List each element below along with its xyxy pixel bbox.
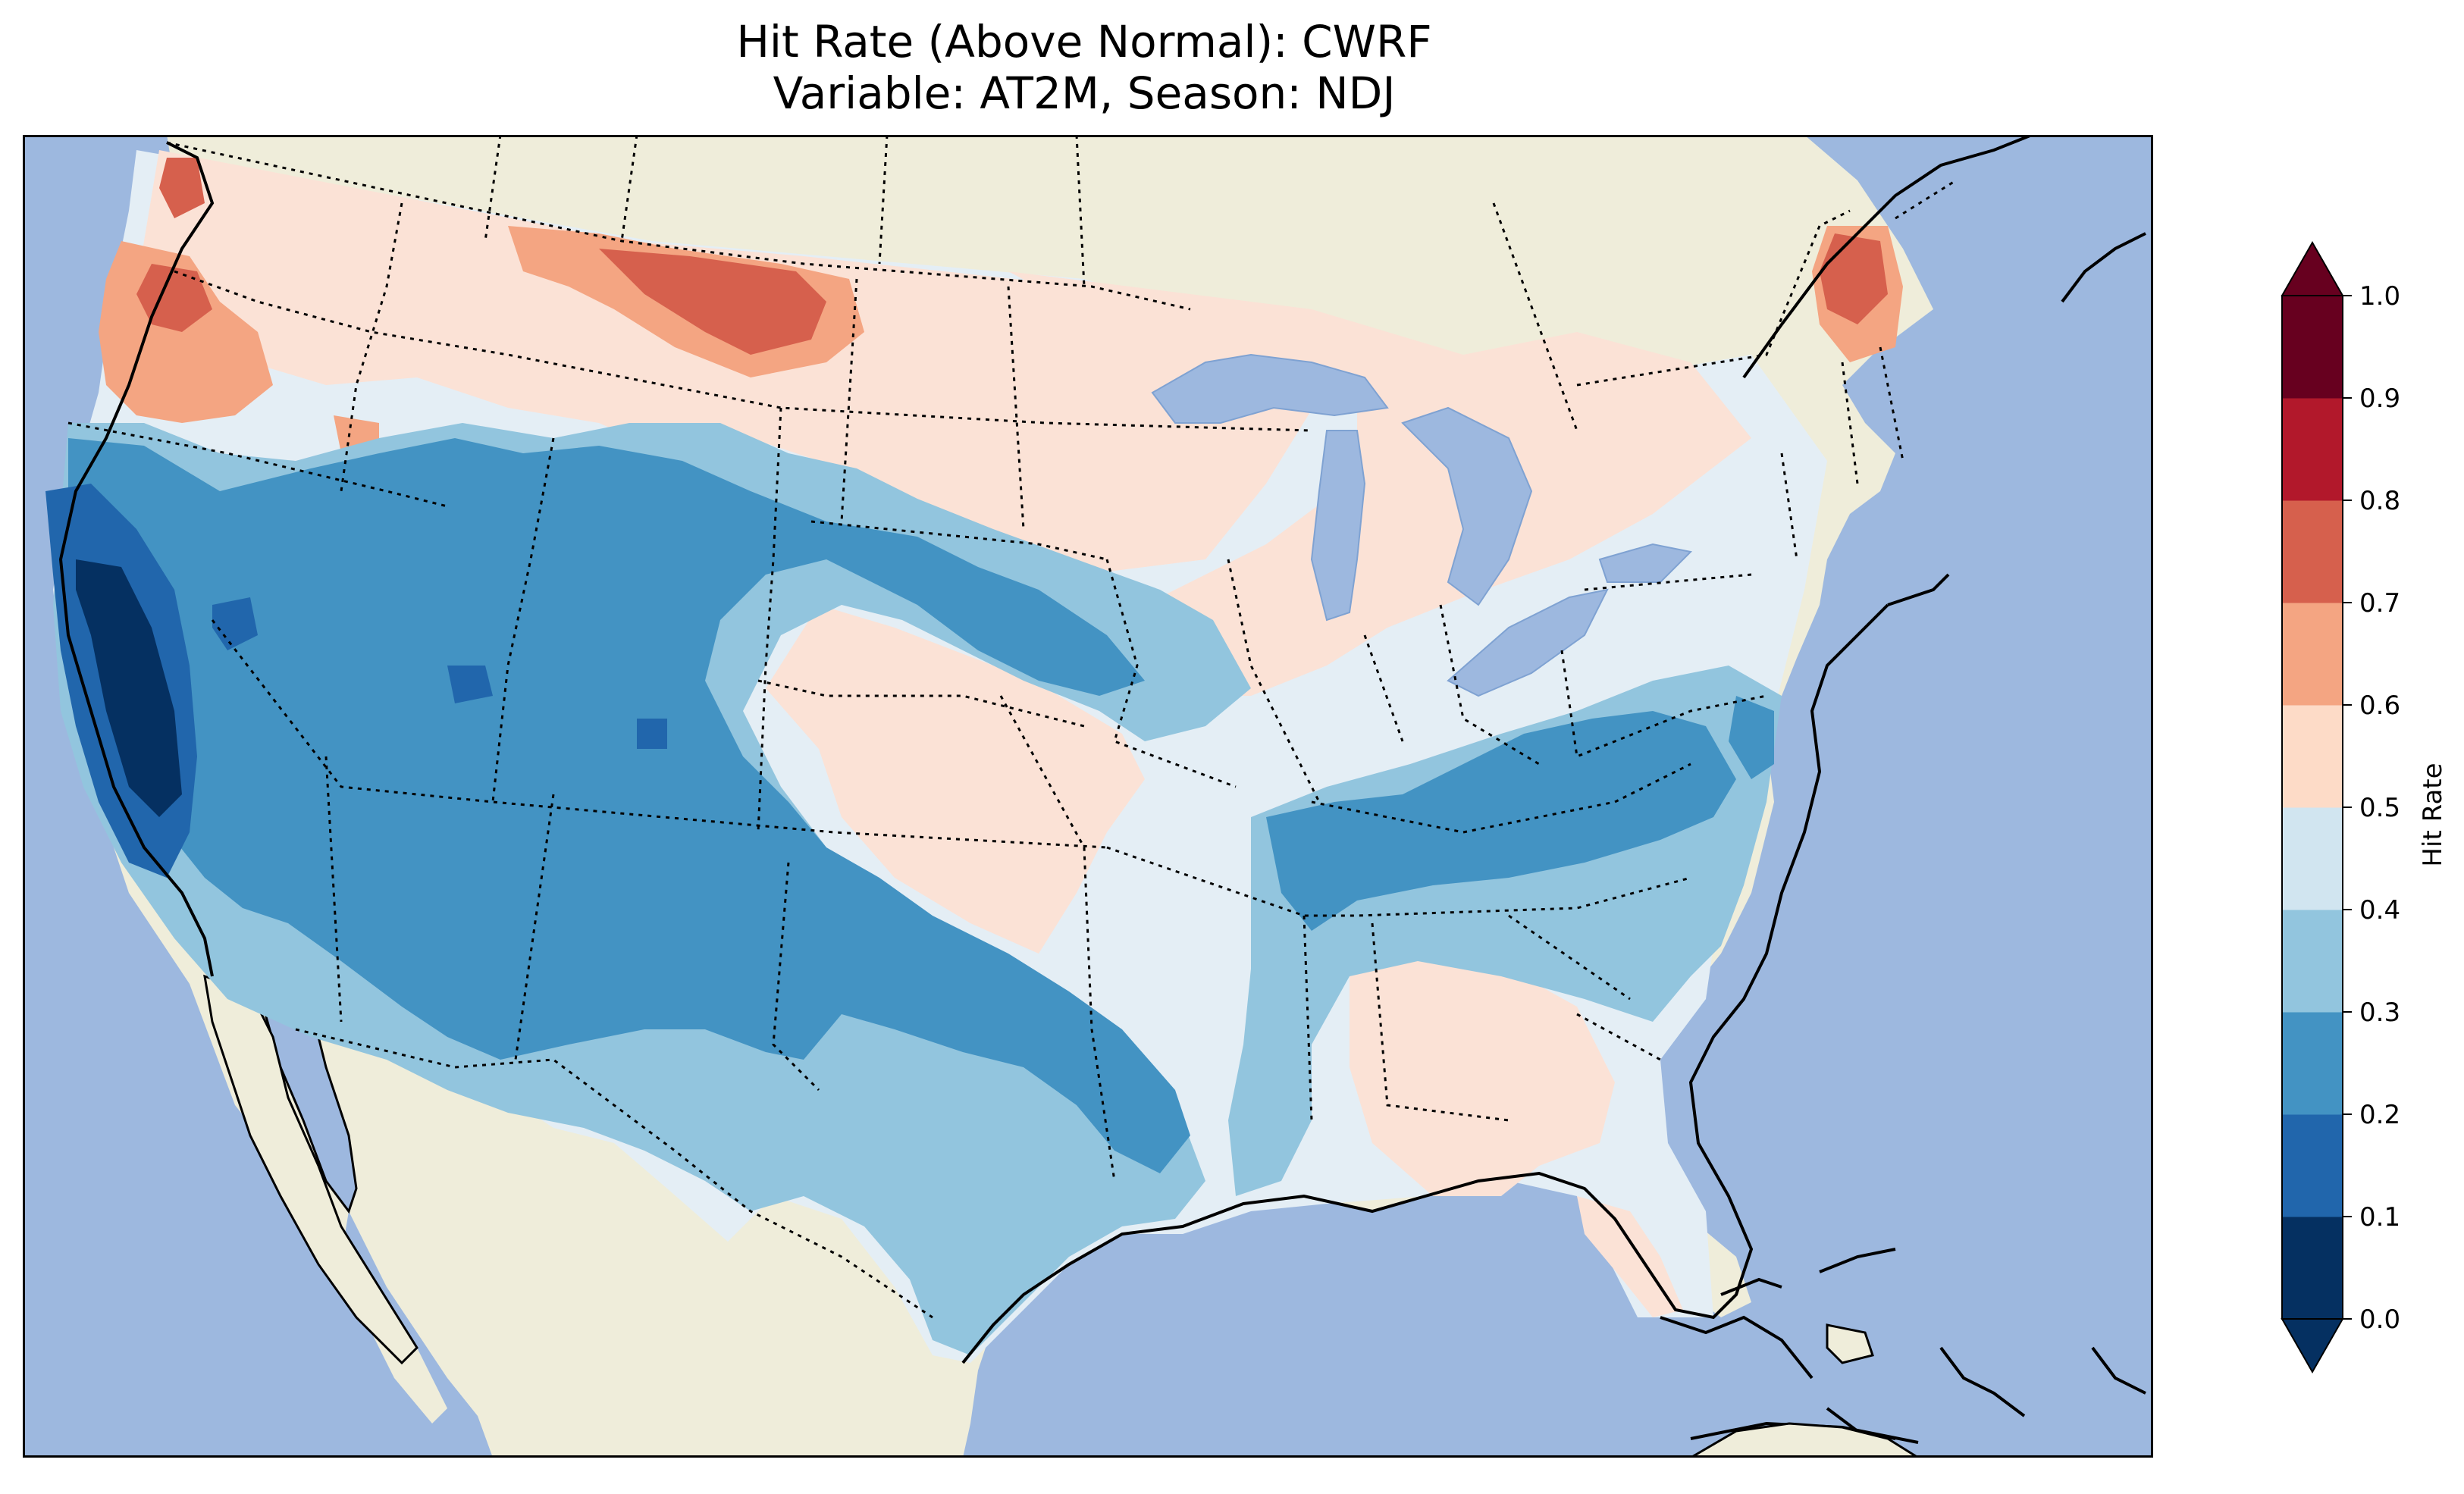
map-title: Hit Rate (Above Normal): CWRF <box>736 16 1432 67</box>
colorbar-swatch <box>2282 1114 2343 1217</box>
colorbar-tick-label: 0.9 <box>2359 384 2400 414</box>
colorbar-tick-label: 0.5 <box>2359 793 2400 823</box>
colorbar-swatch <box>2282 603 2343 706</box>
state-boundaries <box>67 202 1904 1182</box>
colorbar-swatch <box>2282 1012 2343 1115</box>
international-boundaries <box>166 135 1957 1319</box>
colorbar-swatch <box>2282 910 2343 1013</box>
colorbar-extend-low <box>2281 1318 2344 1374</box>
colorbar-extend-high <box>2281 240 2344 296</box>
colorbar-tick-label: 1.0 <box>2359 281 2400 312</box>
colorbar-swatch <box>2282 398 2343 501</box>
colorbar-label: Hit Rate <box>2418 763 2448 866</box>
colorbar-swatch <box>2282 1217 2343 1320</box>
colorbar-tick-label: 0.7 <box>2359 588 2400 619</box>
baja-california <box>203 974 419 1365</box>
colorbar-tick-label: 0.6 <box>2359 691 2400 721</box>
colorbar-tick-label: 0.2 <box>2359 1100 2400 1130</box>
colorbar-tick-label: 0.8 <box>2359 486 2400 516</box>
colorbar-swatch <box>2282 500 2343 603</box>
colorbar-ticks: 0.0 0.1 0.2 0.3 0.4 0.5 0.6 0.7 0.8 0.9 1.0 <box>2343 281 2400 1335</box>
map-frame <box>23 135 2153 1458</box>
map-subtitle: Variable: AT2M, Season: NDJ <box>773 67 1396 119</box>
colorbar-swatch <box>2282 807 2343 910</box>
colorbar-tick-label: 0.4 <box>2359 895 2400 926</box>
colorbar-tick-label: 0.1 <box>2359 1202 2400 1232</box>
map-panel <box>23 135 2153 1458</box>
colorbar-swatches <box>2281 240 2344 1374</box>
colorbar: 0.0 0.1 0.2 0.3 0.4 0.5 0.6 0.7 0.8 0.9 1.0 Hit Ra… <box>2281 240 2448 1374</box>
coastlines <box>58 135 2146 1444</box>
colorbar-tick-label: 0.3 <box>2359 998 2400 1028</box>
colorbar-swatch <box>2282 296 2343 399</box>
caribbean-islands <box>1688 1323 1920 1458</box>
colorbar-swatch <box>2282 705 2343 808</box>
colorbar-tick-label: 0.0 <box>2359 1305 2400 1335</box>
great-lakes <box>1151 353 1693 697</box>
